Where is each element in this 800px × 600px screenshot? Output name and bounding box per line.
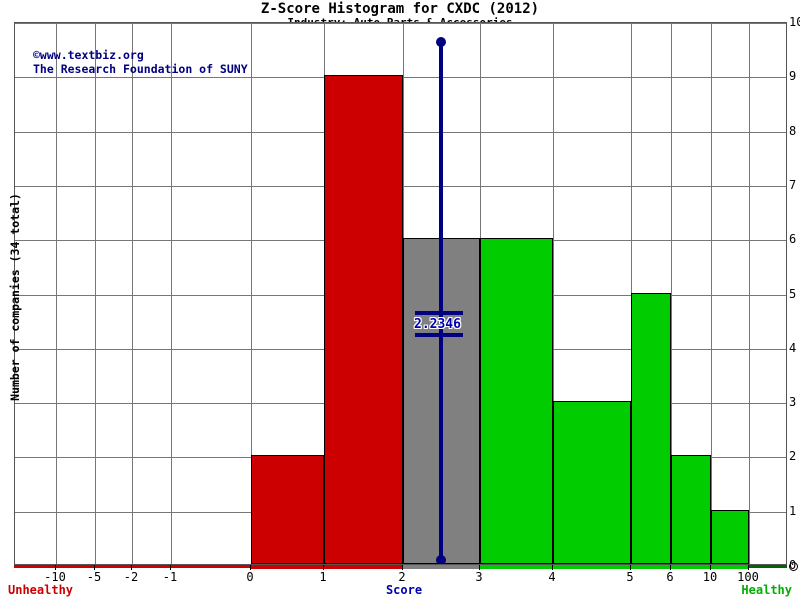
x-tick-label--5: -5 bbox=[86, 570, 102, 584]
x-tick-label-1: 1 bbox=[319, 570, 327, 584]
gridline-v-10 bbox=[711, 23, 712, 564]
x-tickmark-1 bbox=[323, 565, 324, 570]
y-tick-label-6: 6 bbox=[789, 232, 797, 247]
bar-5-to-6[interactable] bbox=[631, 292, 671, 564]
x-axis-label: Score bbox=[385, 583, 423, 597]
marker-dot-top bbox=[436, 37, 446, 47]
y-tick-label-10: 10 bbox=[789, 15, 800, 29]
x-tick-label--2: -2 bbox=[123, 570, 139, 584]
healthy-label: Healthy bbox=[741, 583, 792, 597]
gridline-v-100 bbox=[749, 23, 750, 564]
marker-bracket-top bbox=[415, 310, 463, 315]
x-tick-label-4: 4 bbox=[548, 570, 556, 584]
gridline-v--10 bbox=[56, 23, 57, 564]
x-tick-label--10: -10 bbox=[44, 570, 66, 584]
x-tickmark-100 bbox=[748, 565, 749, 570]
x-tickmark-6 bbox=[670, 565, 671, 570]
x-tick-label-10: 10 bbox=[702, 570, 718, 584]
x-tickmark-3 bbox=[479, 565, 480, 570]
x-tickmark-4 bbox=[552, 565, 553, 570]
x-tick-label-3: 3 bbox=[475, 570, 483, 584]
y-tick-label-5: 5 bbox=[789, 286, 797, 301]
chart-title: Z-Score Histogram for CXDC (2012) bbox=[260, 1, 540, 17]
gridline-h-10 bbox=[15, 23, 786, 24]
x-tickmark-5 bbox=[630, 565, 631, 570]
axis-strip-red bbox=[250, 565, 402, 569]
x-tick-label-6: 6 bbox=[666, 570, 674, 584]
plot-area: 2.2346 ©www.textbiz.org The Research Fou… bbox=[14, 22, 787, 565]
x-tick-label-0: 0 bbox=[246, 570, 254, 584]
y-tick-label-8: 8 bbox=[789, 123, 797, 138]
credit-line-2: The Research Foundation of SUNY bbox=[33, 62, 248, 76]
y-tick-label-7: 7 bbox=[789, 177, 797, 192]
gridline-v-6 bbox=[671, 23, 672, 564]
bar-4-to-5[interactable] bbox=[553, 401, 631, 564]
gridline-v-0 bbox=[251, 23, 252, 564]
axis-end-circle-icon bbox=[789, 562, 798, 571]
y-axis-label: Number of companies (34 total) bbox=[8, 193, 22, 401]
x-tickmark--5 bbox=[94, 565, 95, 570]
x-tick-label--1: -1 bbox=[162, 570, 178, 584]
axis-strip-gray bbox=[402, 565, 479, 569]
gridline-v--1 bbox=[171, 23, 172, 564]
gridline-v-4 bbox=[553, 23, 554, 564]
y-tick-label-2: 2 bbox=[789, 449, 797, 464]
marker-bracket-bottom bbox=[415, 332, 463, 337]
bar-10-to-100[interactable] bbox=[711, 509, 749, 564]
x-tick-label-2: 2 bbox=[398, 570, 406, 584]
x-tickmark-2 bbox=[402, 565, 403, 570]
credit-text: ©www.textbiz.org The Research Foundation… bbox=[33, 48, 248, 76]
x-tick-label-5: 5 bbox=[626, 570, 634, 584]
x-tickmark--1 bbox=[170, 565, 171, 570]
axis-strip-green bbox=[479, 565, 748, 569]
bar-3-to-4[interactable] bbox=[480, 238, 553, 564]
x-tick-label-100: 100 bbox=[737, 570, 759, 584]
bar-6-to-10[interactable] bbox=[671, 455, 711, 564]
x-tickmark-0 bbox=[250, 565, 251, 570]
y-tick-label-3: 3 bbox=[789, 395, 797, 410]
unhealthy-label: Unhealthy bbox=[8, 583, 74, 597]
bar-1-to-2[interactable] bbox=[324, 75, 403, 564]
gridline-v--5 bbox=[95, 23, 96, 564]
axis-strip-negative bbox=[14, 565, 250, 568]
x-tickmark--10 bbox=[55, 565, 56, 570]
marker-vertical-line bbox=[439, 42, 443, 564]
gridline-v--2 bbox=[132, 23, 133, 564]
y-tick-label-4: 4 bbox=[789, 340, 797, 355]
x-tickmark-10 bbox=[710, 565, 711, 570]
marker-value-label: 2.2346 bbox=[414, 316, 461, 332]
marker-dot-bottom bbox=[436, 555, 446, 564]
y-tick-label-9: 9 bbox=[789, 69, 797, 84]
bar-0-to-1[interactable] bbox=[251, 455, 324, 564]
y-tick-label-1: 1 bbox=[789, 503, 797, 518]
x-tickmark--2 bbox=[131, 565, 132, 570]
credit-line-1: ©www.textbiz.org bbox=[33, 48, 144, 62]
axis-strip-end bbox=[748, 565, 787, 568]
